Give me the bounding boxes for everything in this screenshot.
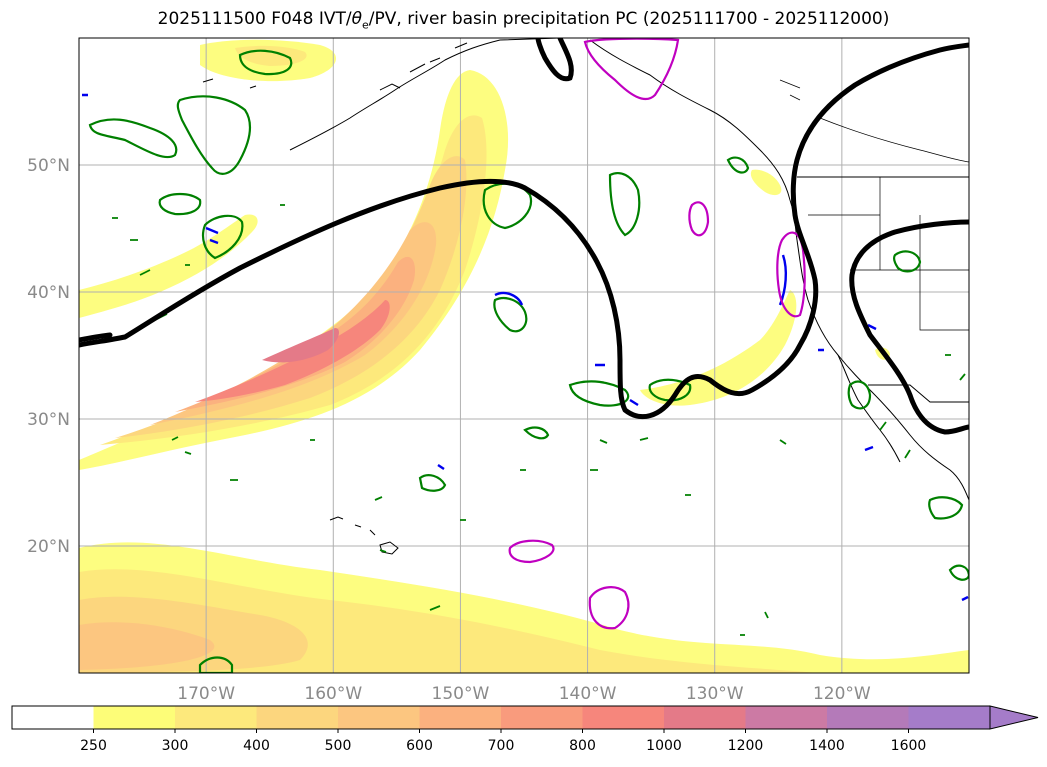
colorbar-segment	[582, 706, 665, 729]
colorbar-segment	[745, 706, 828, 729]
theta-contour-nw-2	[176, 95, 252, 175]
theta-contour-mex-2	[928, 496, 964, 520]
precip-contour-pac	[508, 539, 555, 564]
lat-tick-label: 20°N	[27, 537, 70, 557]
coastline-baja	[837, 354, 901, 463]
colorbar-segment	[501, 706, 583, 729]
colorbar-segment	[93, 706, 176, 729]
lat-tick-labels: 20°N 30°N 40°N 50°N	[27, 156, 70, 557]
lon-tick-label: 130°W	[686, 684, 744, 704]
theta-contour-bc-2	[726, 156, 750, 174]
theta-contour-nw-5	[201, 214, 244, 260]
blue-contour-1	[494, 291, 524, 306]
colorbar-segment	[175, 706, 257, 729]
theta-contour-pac-4	[648, 378, 692, 402]
pv-contour-west-start	[79, 332, 113, 343]
theta-e-contours	[88, 49, 969, 673]
theta-contour-mex-3	[948, 564, 969, 581]
colorbar-tick-label: 250	[80, 738, 107, 754]
pv-contour-main	[79, 42, 969, 420]
colorbar-tick-label: 800	[569, 738, 596, 754]
coastline-bc	[589, 39, 798, 241]
colorbar-tick-label: 1600	[891, 738, 927, 754]
lon-tick-label: 160°W	[304, 684, 362, 704]
lat-tick-label: 50°N	[27, 156, 70, 176]
coastline-alaska	[289, 38, 561, 151]
colorbar-tick-label: 1000	[646, 738, 682, 754]
lon-tick-label: 140°W	[559, 684, 617, 704]
ivt-fill-coast-plume	[640, 290, 797, 406]
coastlines	[202, 38, 969, 555]
theta-contour-nw-3	[238, 49, 293, 76]
pv-contours	[79, 38, 969, 435]
theta-contour-mex-1	[847, 380, 872, 410]
theta-contour-bc-1	[608, 172, 641, 237]
coastline-us-west	[796, 239, 969, 501]
lat-tick-label: 40°N	[27, 283, 70, 303]
lon-tick-labels: 170°W 160°W 150°W 140°W 130°W 120°W	[177, 684, 871, 704]
colorbar-extend-arrow	[989, 705, 1039, 730]
ivt-fill-bc-blob	[750, 169, 782, 196]
ivt-shading-south	[79, 542, 969, 673]
coastline-alaska-islands	[202, 42, 468, 91]
ivt-fill-plume-1200	[262, 328, 340, 363]
theta-contour-pac-2	[493, 296, 528, 333]
precip-contour-vancouver	[688, 201, 710, 237]
precip-contour-hawaii	[588, 586, 630, 630]
colorbar-segment	[419, 706, 502, 729]
plot-frame	[78, 37, 970, 674]
colorbar-segment	[664, 706, 746, 729]
lon-tick-label: 170°W	[177, 684, 235, 704]
theta-contour-us-1	[892, 250, 922, 273]
blue-contour-4	[82, 93, 969, 602]
colorbar: 250 300 400 500 600 700 800 1000 1200 1400 1600	[11, 705, 1039, 754]
theta-contour-bot-1	[198, 656, 234, 673]
lon-tick-label: 120°W	[813, 684, 871, 704]
colorbar-tick-label: 1200	[728, 738, 764, 754]
ivt-fill-plume-mid	[100, 115, 487, 445]
colorbar-tick-label: 500	[325, 738, 352, 754]
colorbar-tick-label: 1400	[809, 738, 845, 754]
theta-contour-nw-1	[88, 118, 178, 159]
colorbar-tick-label: 300	[162, 738, 189, 754]
colorbar-segment	[338, 706, 420, 729]
colorbar-tick-label: 400	[243, 738, 270, 754]
coastline-hawaii	[329, 516, 399, 555]
theta-contour-small-dots	[112, 204, 966, 636]
map-title: 2025111500 F048 IVT/θe/PV, river basin p…	[157, 9, 890, 32]
ivt-fill-plume-1000	[195, 300, 390, 402]
blue-contours	[82, 93, 969, 602]
pv-contour-north	[535, 38, 574, 82]
lat-tick-label: 30°N	[27, 410, 70, 430]
theta-contour-pac-5	[418, 474, 447, 492]
colorbar-segment	[256, 706, 339, 729]
colorbar-tick-label: 700	[488, 738, 515, 754]
graticule	[79, 38, 969, 673]
state-borders	[808, 177, 969, 331]
precip-contour-bc	[583, 38, 680, 101]
colorbar-segment	[827, 706, 909, 729]
pv-contour-east	[849, 219, 969, 435]
border-us-mexico	[868, 384, 969, 403]
coastline-canada-inland	[779, 79, 969, 163]
blue-contour-2	[205, 226, 219, 245]
colorbar-segment	[908, 706, 991, 729]
ivt-fill-south-core	[79, 622, 215, 670]
ivt-shading-plume	[79, 70, 509, 470]
theta-contour-pac-6	[523, 426, 550, 440]
colorbar-tick-label: 600	[406, 738, 433, 754]
lon-tick-label: 150°W	[432, 684, 490, 704]
theta-contour-nw-4	[158, 192, 202, 216]
colorbar-segment	[12, 706, 94, 729]
